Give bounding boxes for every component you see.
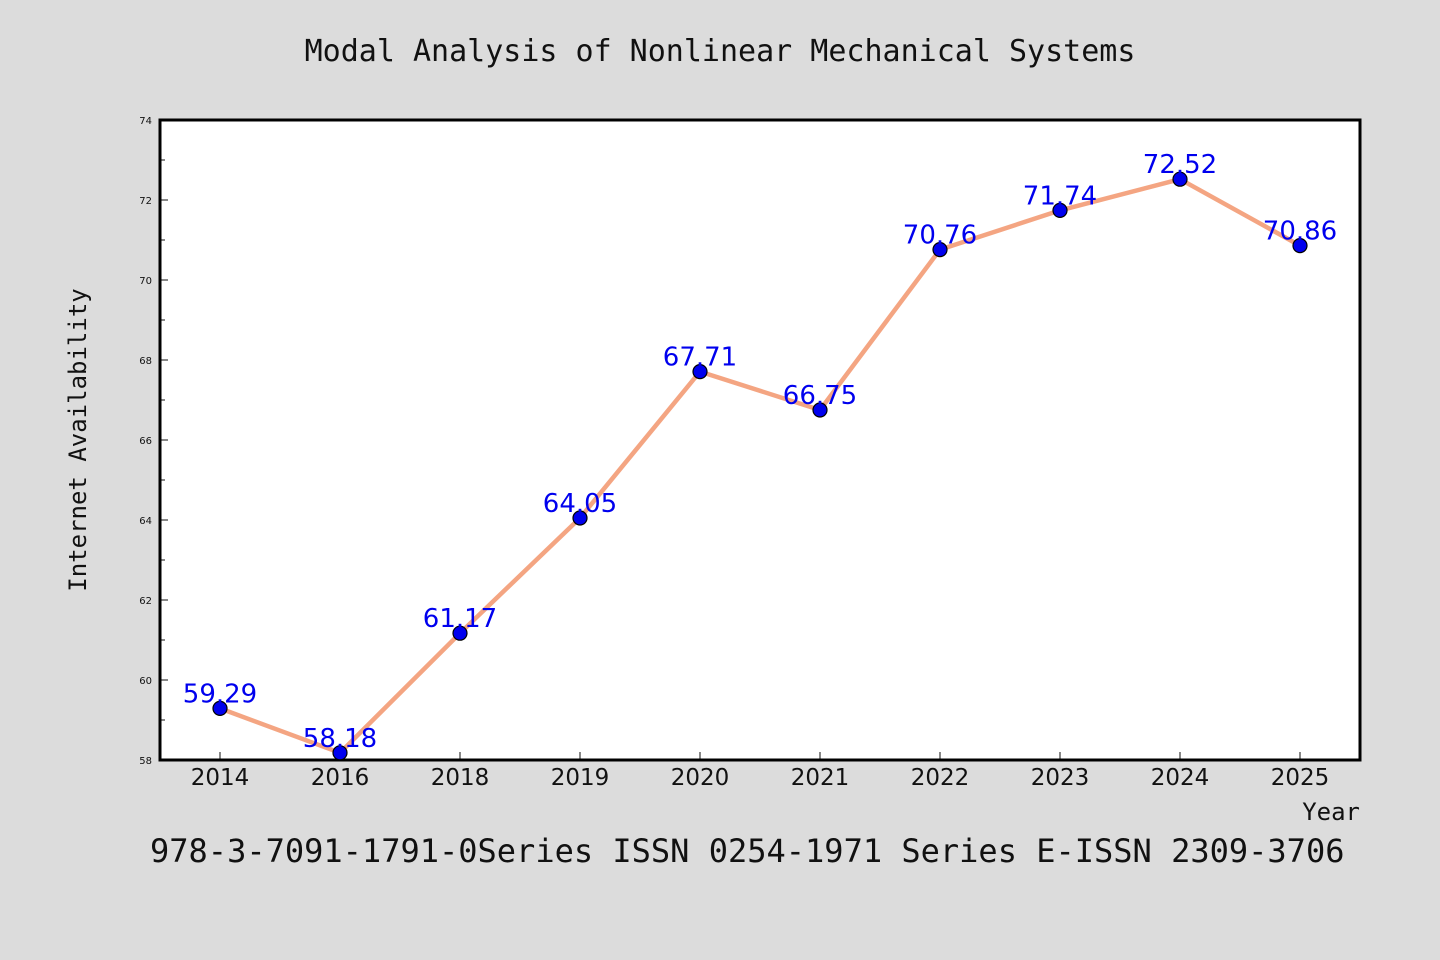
data-point: [932, 242, 948, 258]
data-label: 70.86: [1263, 217, 1337, 247]
data-label: 66.75: [783, 381, 857, 411]
y-tick-label: 66: [139, 436, 152, 447]
x-tick-label: 2019: [551, 765, 610, 791]
data-label: 61.17: [423, 604, 497, 634]
data-label: 72.52: [1143, 150, 1217, 180]
data-label: 67.71: [663, 343, 737, 373]
x-tick-label: 2025: [1271, 765, 1330, 791]
x-tick-label: 2023: [1031, 765, 1090, 791]
plot-frame: [158, 118, 1362, 762]
plot-area: [160, 120, 1360, 760]
y-tick-label: 70: [139, 276, 152, 287]
y-tick-label: 58: [139, 756, 152, 767]
chart-title: Modal Analysis of Nonlinear Mechanical S…: [304, 34, 1136, 69]
footer-isbn-text: 978-3-7091-1791-0Series ISSN 0254-1971 S…: [150, 832, 1345, 870]
data-label: 58.18: [303, 724, 377, 754]
x-tick-label: 2016: [311, 765, 370, 791]
y-tick-label: 64: [139, 516, 152, 527]
y-tick-label: 72: [139, 196, 152, 207]
data-point: [572, 510, 588, 526]
y-tick-label: 62: [139, 596, 152, 607]
data-label: 71.74: [1023, 181, 1097, 211]
y-axis-label: Internet Availability: [64, 288, 92, 591]
x-tick-label: 2018: [431, 765, 490, 791]
data-label: 64.05: [543, 489, 617, 519]
y-tick-label: 68: [139, 356, 152, 367]
data-point: [812, 402, 828, 418]
y-tick-label: 60: [139, 676, 152, 687]
data-label: 70.76: [903, 221, 977, 251]
data-label: 59.29: [183, 679, 257, 709]
data-point: [212, 700, 228, 717]
x-tick-label: 2021: [791, 765, 850, 791]
data-point: [1292, 238, 1308, 254]
data-point: [692, 364, 708, 380]
x-tick-label: 2020: [671, 765, 730, 791]
data-point: [1052, 202, 1068, 218]
x-axis-label: Year: [1302, 798, 1360, 826]
x-tick-label: 2024: [1151, 765, 1210, 791]
data-point: [332, 745, 348, 761]
x-tick-label: 2022: [911, 765, 970, 791]
x-tick-label: 2014: [191, 765, 250, 791]
series-line: [217, 176, 1303, 756]
data-point: [452, 625, 468, 641]
data-point: [1172, 171, 1188, 187]
y-tick-label: 74: [139, 116, 152, 127]
